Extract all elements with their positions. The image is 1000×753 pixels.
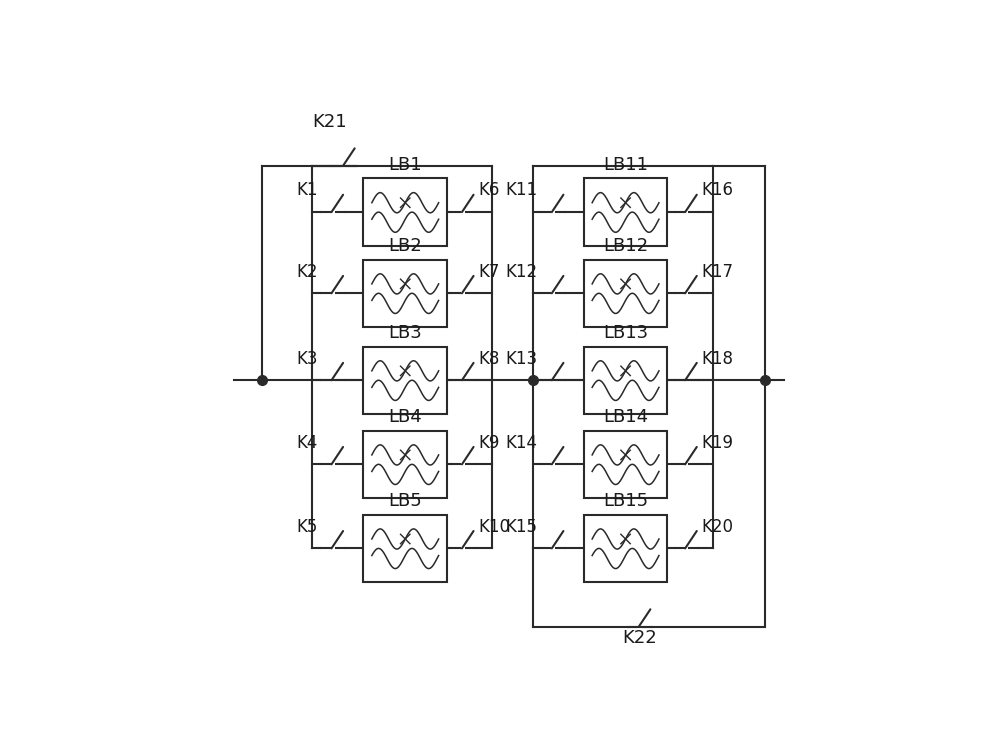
Text: K17: K17: [702, 263, 734, 281]
Bar: [584, 431, 667, 498]
Text: K10: K10: [479, 517, 511, 535]
Text: K8: K8: [479, 349, 500, 367]
Text: LB13: LB13: [603, 324, 648, 342]
Text: K13: K13: [506, 349, 538, 367]
Text: K7: K7: [479, 263, 500, 281]
Bar: [363, 260, 447, 327]
Text: K3: K3: [296, 349, 317, 367]
Text: LB1: LB1: [388, 156, 422, 174]
Bar: [584, 346, 667, 414]
Text: LB3: LB3: [388, 324, 422, 342]
Text: K11: K11: [506, 181, 538, 200]
Text: LB11: LB11: [603, 156, 648, 174]
Text: K20: K20: [702, 517, 734, 535]
Text: LB14: LB14: [603, 408, 648, 426]
Text: K12: K12: [506, 263, 538, 281]
Text: LB2: LB2: [388, 237, 422, 255]
Bar: [363, 346, 447, 414]
Bar: [363, 431, 447, 498]
Text: K14: K14: [506, 434, 538, 452]
Text: K16: K16: [702, 181, 734, 200]
Text: K9: K9: [479, 434, 500, 452]
Bar: [363, 178, 447, 245]
Text: K1: K1: [296, 181, 317, 200]
Text: K4: K4: [296, 434, 317, 452]
Text: K18: K18: [702, 349, 734, 367]
Text: K2: K2: [296, 263, 317, 281]
Text: K21: K21: [313, 113, 347, 131]
Text: K22: K22: [623, 629, 657, 647]
Text: K6: K6: [479, 181, 500, 200]
Text: LB12: LB12: [603, 237, 648, 255]
Bar: [584, 515, 667, 582]
Text: K19: K19: [702, 434, 734, 452]
Bar: [584, 178, 667, 245]
Text: LB4: LB4: [388, 408, 422, 426]
Bar: [363, 515, 447, 582]
Bar: [584, 260, 667, 327]
Text: K15: K15: [506, 517, 538, 535]
Text: LB15: LB15: [603, 492, 648, 510]
Text: LB5: LB5: [388, 492, 422, 510]
Text: K5: K5: [296, 517, 317, 535]
